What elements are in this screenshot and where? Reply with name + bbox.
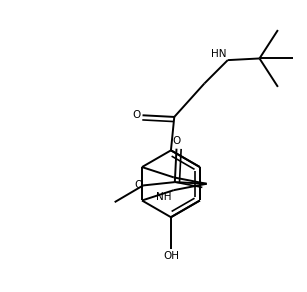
Text: OH: OH — [163, 251, 179, 261]
Text: O: O — [172, 136, 181, 146]
Text: NH: NH — [156, 192, 171, 202]
Text: O: O — [132, 110, 140, 120]
Text: O: O — [134, 180, 142, 190]
Text: HN: HN — [211, 49, 226, 59]
